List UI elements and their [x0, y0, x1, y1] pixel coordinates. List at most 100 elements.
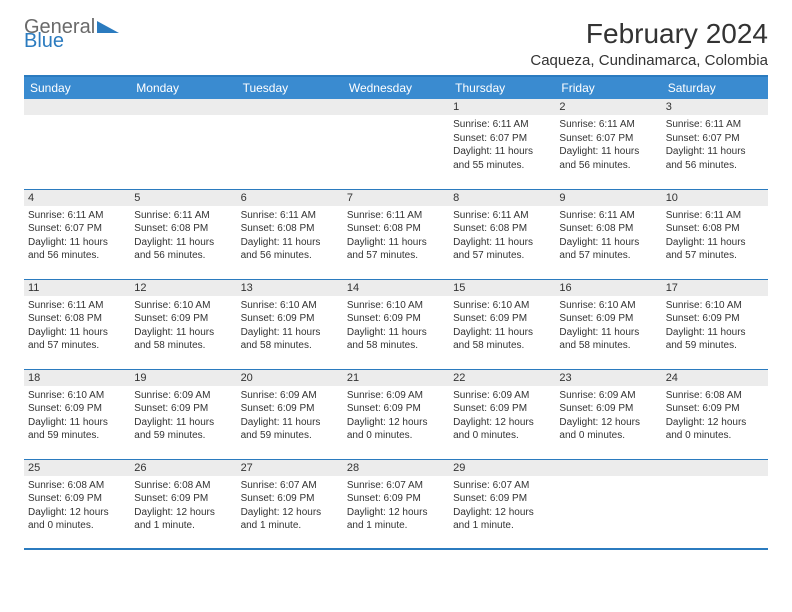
sunset-text: Sunset: 6:09 PM: [666, 312, 764, 326]
sunset-text: Sunset: 6:09 PM: [28, 402, 126, 416]
day-cell: 21Sunrise: 6:09 AMSunset: 6:09 PMDayligh…: [343, 369, 449, 459]
sunrise-text: Sunrise: 6:09 AM: [347, 389, 445, 403]
calendar-table: Sunday Monday Tuesday Wednesday Thursday…: [24, 75, 768, 550]
day-number: 19: [130, 370, 236, 386]
logo-word-blue: Blue: [24, 32, 119, 50]
day-cell: 11Sunrise: 6:11 AMSunset: 6:08 PMDayligh…: [24, 279, 130, 369]
daylight-text: Daylight: 12 hours: [241, 506, 339, 520]
sunset-text: Sunset: 6:08 PM: [666, 222, 764, 236]
sunrise-text: Sunrise: 6:11 AM: [347, 209, 445, 223]
day-cell: 14Sunrise: 6:10 AMSunset: 6:09 PMDayligh…: [343, 279, 449, 369]
sunset-text: Sunset: 6:09 PM: [134, 492, 232, 506]
day-cell: 22Sunrise: 6:09 AMSunset: 6:09 PMDayligh…: [449, 369, 555, 459]
daylight-text: and 57 minutes.: [559, 249, 657, 263]
weekday-header: Sunday: [24, 76, 130, 99]
daylight-text: Daylight: 11 hours: [134, 236, 232, 250]
sunrise-text: Sunrise: 6:10 AM: [134, 299, 232, 313]
daylight-text: Daylight: 11 hours: [28, 416, 126, 430]
day-cell: 12Sunrise: 6:10 AMSunset: 6:09 PMDayligh…: [130, 279, 236, 369]
location-label: Caqueza, Cundinamarca, Colombia: [530, 52, 768, 69]
day-cell: 9Sunrise: 6:11 AMSunset: 6:08 PMDaylight…: [555, 189, 661, 279]
weekday-header: Tuesday: [237, 76, 343, 99]
daylight-text: Daylight: 12 hours: [666, 416, 764, 430]
title-block: February 2024 Caqueza, Cundinamarca, Col…: [530, 18, 768, 69]
day-cell: 7 Sunrise: 6:11 AMSunset: 6:08 PMDaylight…: [343, 189, 449, 279]
day-number: 17: [662, 280, 768, 296]
sunrise-text: Sunrise: 6:07 AM: [241, 479, 339, 493]
sunrise-text: Sunrise: 6:10 AM: [559, 299, 657, 313]
daylight-text: Daylight: 11 hours: [559, 145, 657, 159]
daylight-text: Daylight: 11 hours: [666, 145, 764, 159]
day-body: Sunrise: 6:11 AMSunset: 6:08 PMDaylight:…: [449, 206, 555, 267]
sunset-text: Sunset: 6:08 PM: [347, 222, 445, 236]
day-cell: 18Sunrise: 6:10 AMSunset: 6:09 PMDayligh…: [24, 369, 130, 459]
day-number: 24: [662, 370, 768, 386]
week-row: 4Sunrise: 6:11 AMSunset: 6:07 PMDaylight…: [24, 189, 768, 279]
day-number: 7: [343, 190, 449, 206]
day-cell: 3Sunrise: 6:11 AMSunset: 6:07 PMDaylight…: [662, 99, 768, 189]
week-row: 11Sunrise: 6:11 AMSunset: 6:08 PMDayligh…: [24, 279, 768, 369]
day-body: Sunrise: 6:10 AMSunset: 6:09 PMDaylight:…: [130, 296, 236, 357]
day-cell: 16Sunrise: 6:10 AMSunset: 6:09 PMDayligh…: [555, 279, 661, 369]
daylight-text: Daylight: 12 hours: [28, 506, 126, 520]
sunset-text: Sunset: 6:09 PM: [453, 402, 551, 416]
sunrise-text: Sunrise: 6:11 AM: [453, 118, 551, 132]
day-number: 28: [343, 460, 449, 476]
daylight-text: Daylight: 11 hours: [559, 326, 657, 340]
logo-text: General Blue: [24, 18, 119, 50]
day-body: Sunrise: 6:09 AMSunset: 6:09 PMDaylight:…: [237, 386, 343, 447]
weekday-header: Monday: [130, 76, 236, 99]
calendar-page: General Blue February 2024 Caqueza, Cund…: [0, 0, 792, 568]
daylight-text: and 59 minutes.: [241, 429, 339, 443]
daylight-text: Daylight: 11 hours: [666, 326, 764, 340]
sunrise-text: Sunrise: 6:11 AM: [666, 118, 764, 132]
sunset-text: Sunset: 6:07 PM: [453, 132, 551, 146]
day-body: Sunrise: 6:11 AMSunset: 6:08 PMDaylight:…: [130, 206, 236, 267]
sunset-text: Sunset: 6:08 PM: [134, 222, 232, 236]
sunset-text: Sunset: 6:08 PM: [28, 312, 126, 326]
sunrise-text: Sunrise: 6:11 AM: [453, 209, 551, 223]
sunset-text: Sunset: 6:08 PM: [559, 222, 657, 236]
day-number: 29: [449, 460, 555, 476]
day-body: Sunrise: 6:09 AMSunset: 6:09 PMDaylight:…: [343, 386, 449, 447]
sunset-text: Sunset: 6:07 PM: [559, 132, 657, 146]
daylight-text: and 56 minutes.: [134, 249, 232, 263]
daylight-text: Daylight: 11 hours: [666, 236, 764, 250]
day-number: [343, 99, 449, 115]
day-number: [237, 99, 343, 115]
day-cell: 24Sunrise: 6:08 AMSunset: 6:09 PMDayligh…: [662, 369, 768, 459]
daylight-text: and 58 minutes.: [453, 339, 551, 353]
daylight-text: and 56 minutes.: [241, 249, 339, 263]
day-cell: 10Sunrise: 6:11 AMSunset: 6:08 PMDayligh…: [662, 189, 768, 279]
sunset-text: Sunset: 6:09 PM: [347, 312, 445, 326]
day-body: Sunrise: 6:11 AMSunset: 6:07 PMDaylight:…: [555, 115, 661, 176]
day-cell: 19Sunrise: 6:09 AMSunset: 6:09 PMDayligh…: [130, 369, 236, 459]
sunset-text: Sunset: 6:09 PM: [134, 312, 232, 326]
day-body: Sunrise: 6:11 AMSunset: 6:07 PMDaylight:…: [449, 115, 555, 176]
sunrise-text: Sunrise: 6:11 AM: [28, 209, 126, 223]
sunrise-text: Sunrise: 6:11 AM: [134, 209, 232, 223]
day-body: Sunrise: 6:08 AMSunset: 6:09 PMDaylight:…: [24, 476, 130, 537]
day-cell: 5Sunrise: 6:11 AMSunset: 6:08 PMDaylight…: [130, 189, 236, 279]
day-cell: 17Sunrise: 6:10 AMSunset: 6:09 PMDayligh…: [662, 279, 768, 369]
daylight-text: and 57 minutes.: [453, 249, 551, 263]
daylight-text: Daylight: 12 hours: [559, 416, 657, 430]
daylight-text: Daylight: 11 hours: [347, 236, 445, 250]
daylight-text: Daylight: 11 hours: [134, 326, 232, 340]
day-number: 2: [555, 99, 661, 115]
day-number: 6: [237, 190, 343, 206]
day-body: Sunrise: 6:09 AMSunset: 6:09 PMDaylight:…: [130, 386, 236, 447]
sunset-text: Sunset: 6:07 PM: [28, 222, 126, 236]
day-body: Sunrise: 6:09 AMSunset: 6:09 PMDaylight:…: [555, 386, 661, 447]
sunset-text: Sunset: 6:09 PM: [453, 492, 551, 506]
sunset-text: Sunset: 6:08 PM: [453, 222, 551, 236]
day-body: Sunrise: 6:11 AMSunset: 6:07 PMDaylight:…: [24, 206, 130, 267]
sunrise-text: Sunrise: 6:11 AM: [666, 209, 764, 223]
daylight-text: and 55 minutes.: [453, 159, 551, 173]
day-number: [24, 99, 130, 115]
day-number: 5: [130, 190, 236, 206]
daylight-text: and 1 minute.: [134, 519, 232, 533]
day-number: 25: [24, 460, 130, 476]
day-body: Sunrise: 6:10 AMSunset: 6:09 PMDaylight:…: [24, 386, 130, 447]
daylight-text: and 0 minutes.: [666, 429, 764, 443]
